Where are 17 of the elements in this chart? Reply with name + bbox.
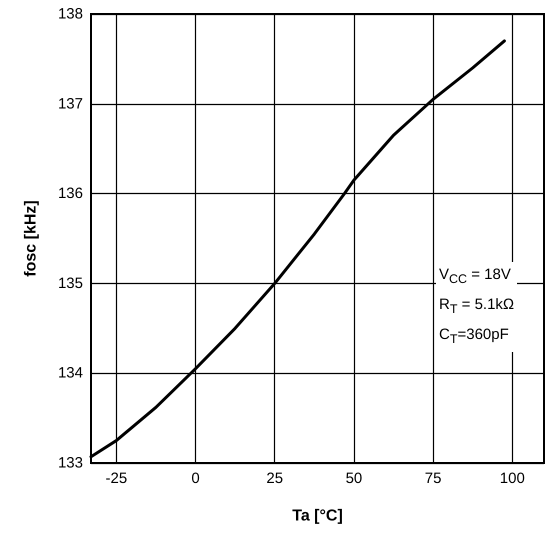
x-tick-label: 75 <box>424 470 442 487</box>
x-tick-label: -25 <box>106 470 128 487</box>
y-tick-label: 135 <box>58 274 83 292</box>
annotation: V$_{CC}$ = 18V <box>439 265 512 288</box>
y-axis-title: fosc [kHz] <box>22 200 40 277</box>
y-tick-label: 134 <box>58 364 83 382</box>
x-tick-label: 0 <box>191 470 200 487</box>
y-tick-label: 133 <box>58 454 83 472</box>
annotation: R$_{T}$ = 5.1kΩ <box>439 295 514 318</box>
x-tick-label: 50 <box>346 470 362 487</box>
y-tick-label: 138 <box>58 6 83 22</box>
y-tick-label: 136 <box>58 185 83 202</box>
y-tick-label: 137 <box>58 95 83 112</box>
x-tick-label: 25 <box>266 470 284 487</box>
x-axis-title: Ta [°C] <box>292 508 343 524</box>
x-tick-label: 100 <box>500 470 525 487</box>
annotation: C$_{T}$=360pF <box>439 325 510 348</box>
